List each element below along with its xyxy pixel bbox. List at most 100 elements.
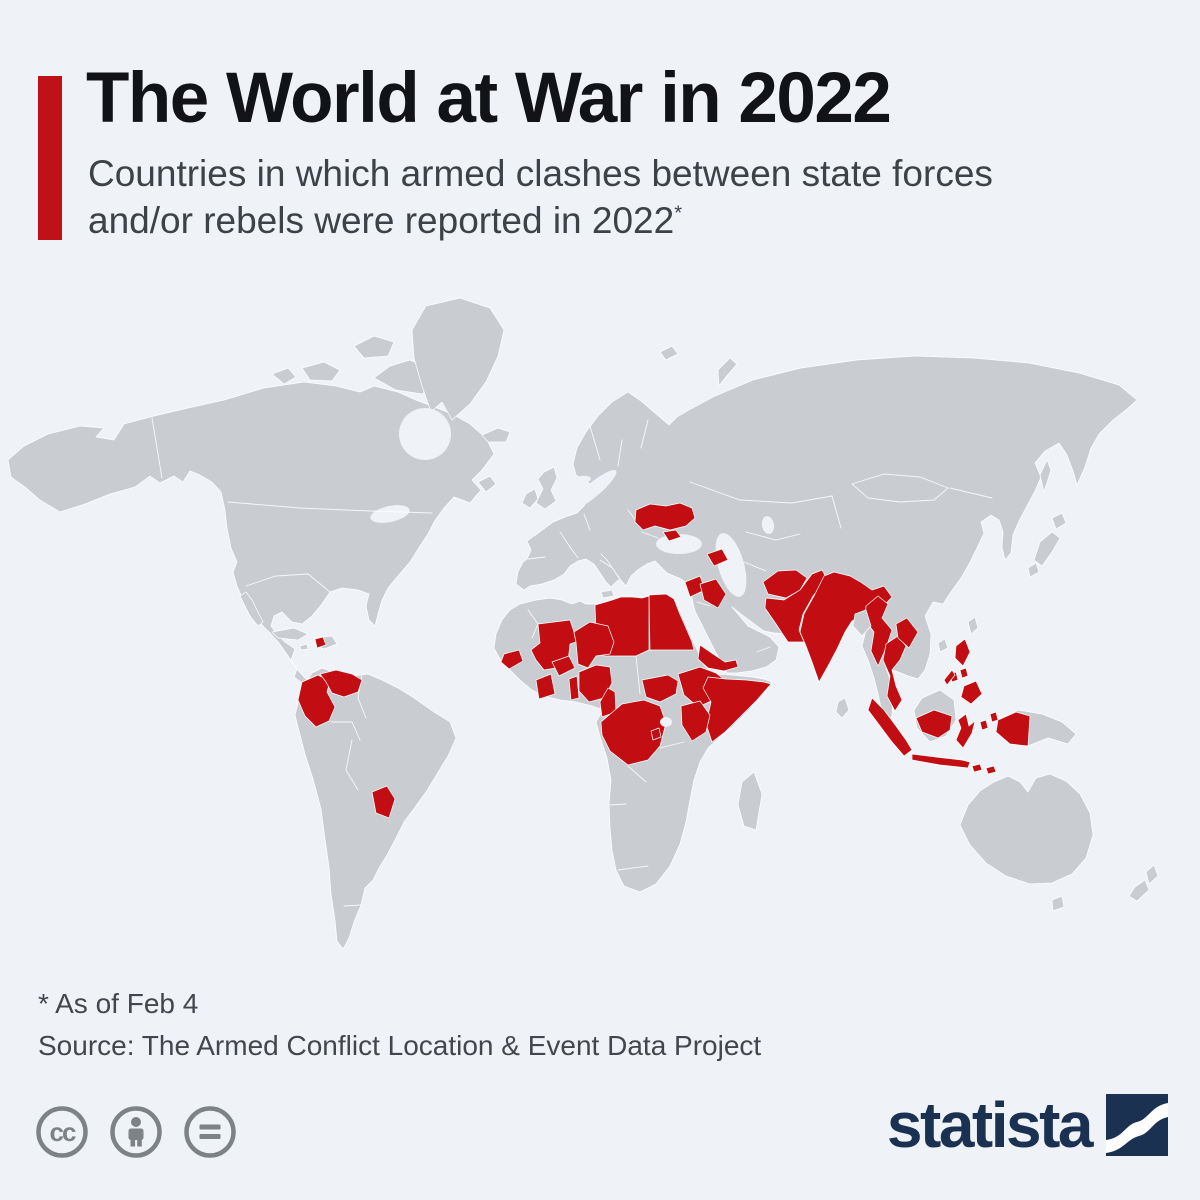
footer-source: Source: The Armed Conflict Location & Ev… xyxy=(38,1030,762,1061)
border-russia-china xyxy=(949,487,993,499)
overlay-gray xyxy=(660,609,872,727)
country-burkina-faso xyxy=(551,655,576,677)
country-venezuela xyxy=(319,669,363,698)
landmass-north-america xyxy=(7,381,495,688)
border-south-africa xyxy=(617,865,649,871)
border-iran-turkmenistan xyxy=(743,561,767,572)
landmass-sri-lanka xyxy=(835,697,850,719)
country-south-sudan xyxy=(641,674,679,703)
country-egypt xyxy=(648,593,695,651)
landmass-ellesmere-island xyxy=(353,335,395,359)
landmass-greenland xyxy=(411,297,505,421)
border-angola-namibia xyxy=(609,803,627,806)
statista-wordmark: statista xyxy=(886,1089,1094,1162)
landmass-new-zealand-south xyxy=(1128,879,1150,902)
border-oman-saudi xyxy=(756,646,771,653)
border-peru-brazil xyxy=(330,721,361,741)
country-indonesia-lesser-sunda-2 xyxy=(985,765,997,775)
skagerrak xyxy=(573,475,591,485)
border-russia-finland xyxy=(640,419,649,449)
country-afghanistan xyxy=(762,569,808,599)
lake-victoria xyxy=(660,717,672,727)
statista-branding: statista xyxy=(886,1089,1168,1162)
country-kenya xyxy=(680,700,711,742)
great-lakes xyxy=(370,505,410,523)
country-laos xyxy=(895,617,919,649)
border-romania xyxy=(641,531,659,539)
world-map xyxy=(7,297,1159,950)
world-map-container xyxy=(0,270,1200,970)
country-philippines-mindanao xyxy=(960,680,983,705)
footnote-marker: * xyxy=(674,203,683,226)
landmass-eurasia xyxy=(515,355,1138,728)
country-indonesia-kalimantan xyxy=(915,709,953,739)
hudson-bay xyxy=(399,408,451,460)
border-argentina-chile xyxy=(343,904,362,907)
border-norway-sweden xyxy=(589,425,601,461)
landmass-kyushu xyxy=(1027,562,1040,578)
landmass-great-britain xyxy=(535,466,558,510)
country-crimea xyxy=(662,529,682,542)
landmass-iceland xyxy=(481,427,511,443)
subtitle: Countries in which armed clashes between… xyxy=(88,150,993,245)
country-pakistan xyxy=(764,569,828,643)
title-accent-bar xyxy=(38,76,62,240)
border-jordan xyxy=(696,601,711,607)
country-haiti xyxy=(314,636,327,649)
country-indonesia-java xyxy=(911,753,971,769)
country-indonesia-lesser-sunda-1 xyxy=(971,763,983,773)
country-philippines-visayas-1 xyxy=(959,667,969,679)
border-germany-poland xyxy=(583,513,591,531)
border-zambia xyxy=(627,765,647,783)
country-azerbaijan xyxy=(706,548,729,567)
footer-footnote: * As of Feb 4 xyxy=(38,988,199,1019)
border-kazakhstan-china xyxy=(831,495,842,529)
country-indonesia-sulawesi xyxy=(955,713,976,749)
aral-sea xyxy=(761,516,775,534)
attribution-person-icon xyxy=(110,1106,162,1158)
landmass-tasmania xyxy=(1051,895,1065,912)
caspian-sea xyxy=(715,533,747,597)
landmasses xyxy=(7,297,1159,950)
country-benin xyxy=(568,675,580,701)
border-france-spain xyxy=(527,556,546,560)
landmass-bangladesh xyxy=(852,609,872,637)
landmass-jamaica xyxy=(299,643,309,651)
country-indonesia-west-papua xyxy=(995,711,1031,747)
landmass-baja-california xyxy=(239,591,264,627)
no-derivatives-equals-icon xyxy=(184,1106,236,1158)
landmass-sakhalin xyxy=(1039,459,1052,493)
border-mongolia-north xyxy=(851,473,949,489)
license-bar: cc xyxy=(33,1103,239,1161)
border-us-mexico xyxy=(245,573,331,593)
landmass-sicily xyxy=(600,589,615,599)
landmass-ireland xyxy=(521,488,539,509)
landmass-novaya-zemlya xyxy=(717,357,738,387)
country-indonesia-moluccas-2 xyxy=(989,711,999,723)
country-niger xyxy=(573,621,615,669)
landmass-cuba xyxy=(271,627,309,641)
country-ukraine xyxy=(634,502,696,531)
landmass-australia xyxy=(959,773,1094,885)
inland-seas xyxy=(370,408,775,597)
landmass-banks-island xyxy=(271,367,297,385)
landmass-madagascar xyxy=(737,771,763,831)
country-indonesia-moluccas-1 xyxy=(979,719,989,731)
landmass-victoria-island xyxy=(301,361,341,382)
border-balkans xyxy=(599,559,612,568)
creative-commons-icon: cc xyxy=(36,1106,88,1158)
country-paraguay xyxy=(371,785,396,819)
page-title: The World at War in 2022 xyxy=(86,59,892,138)
country-burundi xyxy=(650,727,662,741)
landmass-hokkaido xyxy=(1051,512,1067,530)
landmass-hainan xyxy=(937,638,949,653)
subtitle-line-1: Countries in which armed clashes between… xyxy=(88,153,993,194)
country-dr-congo xyxy=(600,699,667,766)
landmass-taiwan xyxy=(967,616,979,635)
landmass-svalbard xyxy=(659,345,679,361)
border-russia-kazakhstan xyxy=(689,481,833,504)
border-france-germany xyxy=(559,531,579,559)
border-central-asia xyxy=(745,531,801,541)
border-tanzania xyxy=(659,741,685,749)
